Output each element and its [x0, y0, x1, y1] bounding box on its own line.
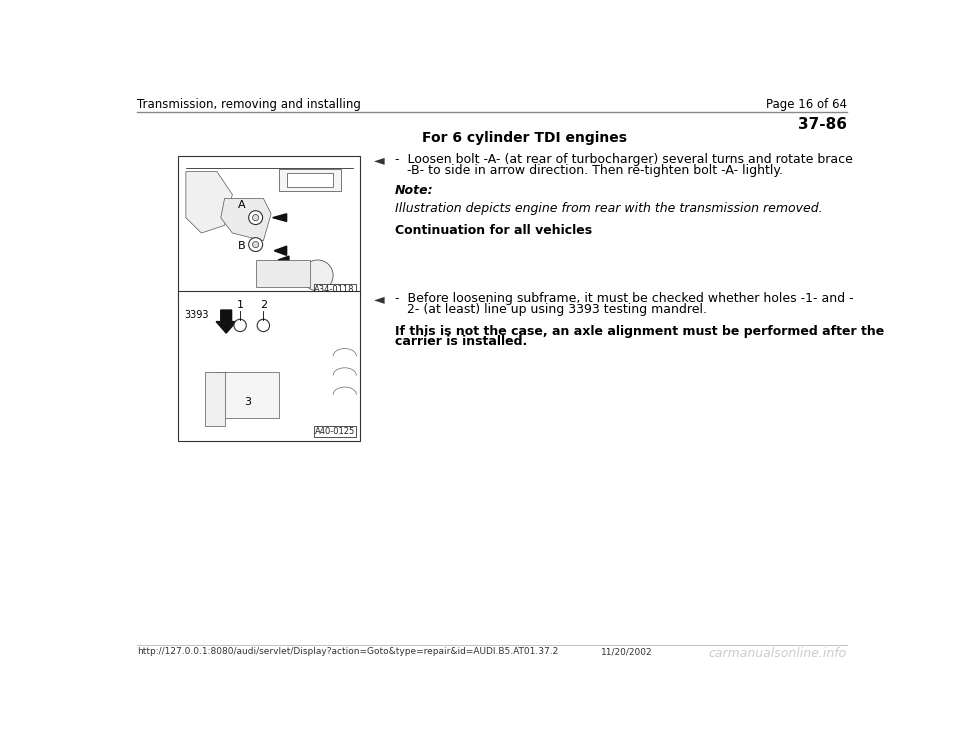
Circle shape	[252, 241, 259, 248]
Bar	[278, 169, 341, 191]
Text: -  Before loosening subframe, it must be checked whether holes -1- and -: - Before loosening subframe, it must be …	[396, 292, 853, 305]
Text: 2: 2	[260, 300, 267, 310]
Text: 3393: 3393	[184, 310, 209, 320]
Polygon shape	[186, 171, 232, 233]
Text: Transmission, removing and installing: Transmission, removing and installing	[137, 98, 361, 111]
Polygon shape	[278, 256, 289, 264]
Bar	[287, 173, 333, 187]
Text: B: B	[238, 241, 246, 251]
Bar	[255, 260, 310, 287]
Polygon shape	[275, 246, 287, 255]
Text: A: A	[238, 200, 246, 210]
Circle shape	[252, 214, 259, 220]
Text: Note:: Note:	[396, 184, 434, 197]
Text: ◄: ◄	[374, 153, 385, 167]
Text: Illustration depicts engine from rear with the transmission removed.: Illustration depicts engine from rear wi…	[396, 203, 823, 215]
Text: ◄: ◄	[374, 292, 385, 306]
Polygon shape	[221, 198, 271, 240]
Circle shape	[257, 319, 270, 332]
Text: For 6 cylinder TDI engines: For 6 cylinder TDI engines	[422, 131, 627, 145]
Text: 2- (at least) line up using 3393 testing mandrel.: 2- (at least) line up using 3393 testing…	[396, 303, 708, 316]
Text: carrier is installed.: carrier is installed.	[396, 335, 527, 349]
Bar	[314, 427, 356, 437]
Text: 1: 1	[236, 300, 244, 310]
Text: Page 16 of 64: Page 16 of 64	[766, 98, 847, 111]
Text: http://127.0.0.1:8080/audi/servlet/Display?action=Goto&type=repair&id=AUDI.B5.AT: http://127.0.0.1:8080/audi/servlet/Displ…	[137, 647, 559, 656]
Text: 37-86: 37-86	[798, 116, 847, 132]
Bar	[179, 291, 360, 441]
Bar	[179, 156, 360, 298]
Circle shape	[234, 319, 247, 332]
Bar	[217, 372, 278, 418]
Circle shape	[249, 211, 263, 225]
Text: -  Loosen bolt -A- (at rear of turbocharger) several turns and rotate brace: - Loosen bolt -A- (at rear of turbocharg…	[396, 153, 853, 166]
Bar	[205, 372, 225, 425]
Text: Continuation for all vehicles: Continuation for all vehicles	[396, 224, 592, 237]
Text: 3: 3	[245, 398, 252, 407]
Polygon shape	[216, 310, 236, 333]
Circle shape	[302, 260, 333, 291]
Circle shape	[249, 237, 263, 252]
Polygon shape	[273, 214, 287, 221]
Text: 11/20/2002: 11/20/2002	[601, 647, 652, 656]
Text: A40-0125: A40-0125	[315, 427, 355, 436]
Text: -B- to side in arrow direction. Then re-tighten bolt -A- lightly.: -B- to side in arrow direction. Then re-…	[396, 164, 783, 177]
Text: carmanualsonline.info: carmanualsonline.info	[708, 647, 847, 660]
Bar	[314, 284, 356, 295]
Text: A34-0118: A34-0118	[315, 285, 355, 294]
Text: If this is not the case, an axle alignment must be performed after the: If this is not the case, an axle alignme…	[396, 325, 884, 338]
